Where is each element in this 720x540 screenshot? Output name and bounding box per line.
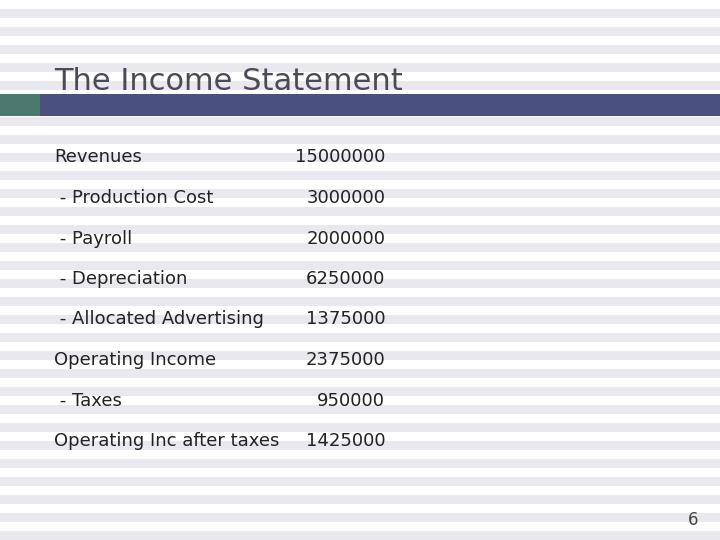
FancyBboxPatch shape	[0, 513, 720, 522]
Text: - Production Cost: - Production Cost	[54, 189, 213, 207]
FancyBboxPatch shape	[0, 207, 720, 216]
FancyBboxPatch shape	[0, 117, 720, 126]
Text: - Allocated Advertising: - Allocated Advertising	[54, 310, 264, 328]
FancyBboxPatch shape	[0, 171, 720, 180]
FancyBboxPatch shape	[0, 315, 720, 324]
FancyBboxPatch shape	[0, 279, 720, 288]
FancyBboxPatch shape	[0, 261, 720, 270]
FancyBboxPatch shape	[0, 423, 720, 432]
FancyBboxPatch shape	[0, 9, 720, 18]
FancyBboxPatch shape	[0, 225, 720, 234]
Text: - Payroll: - Payroll	[54, 230, 132, 247]
FancyBboxPatch shape	[0, 405, 720, 414]
Text: 3000000: 3000000	[306, 189, 385, 207]
Text: 15000000: 15000000	[294, 148, 385, 166]
Text: - Depreciation: - Depreciation	[54, 270, 187, 288]
Text: 1425000: 1425000	[305, 432, 385, 450]
FancyBboxPatch shape	[0, 495, 720, 504]
FancyBboxPatch shape	[0, 45, 720, 54]
FancyBboxPatch shape	[0, 387, 720, 396]
FancyBboxPatch shape	[0, 243, 720, 252]
Text: Revenues: Revenues	[54, 148, 142, 166]
Text: 1375000: 1375000	[305, 310, 385, 328]
Text: - Taxes: - Taxes	[54, 392, 122, 409]
FancyBboxPatch shape	[0, 369, 720, 378]
Text: Operating Inc after taxes: Operating Inc after taxes	[54, 432, 279, 450]
FancyBboxPatch shape	[0, 297, 720, 306]
Text: 950000: 950000	[318, 392, 385, 409]
Text: 2000000: 2000000	[306, 230, 385, 247]
Text: 6250000: 6250000	[306, 270, 385, 288]
FancyBboxPatch shape	[0, 351, 720, 360]
FancyBboxPatch shape	[0, 459, 720, 468]
FancyBboxPatch shape	[0, 99, 720, 108]
FancyBboxPatch shape	[0, 153, 720, 162]
FancyBboxPatch shape	[0, 135, 720, 144]
FancyBboxPatch shape	[0, 477, 720, 486]
FancyBboxPatch shape	[0, 333, 720, 342]
Text: The Income Statement: The Income Statement	[54, 68, 402, 97]
FancyBboxPatch shape	[0, 531, 720, 540]
FancyBboxPatch shape	[0, 94, 40, 116]
FancyBboxPatch shape	[0, 441, 720, 450]
FancyBboxPatch shape	[0, 189, 720, 198]
Text: 6: 6	[688, 511, 698, 529]
FancyBboxPatch shape	[0, 63, 720, 72]
Text: Operating Income: Operating Income	[54, 351, 216, 369]
FancyBboxPatch shape	[40, 94, 720, 116]
FancyBboxPatch shape	[0, 81, 720, 90]
Text: 2375000: 2375000	[305, 351, 385, 369]
FancyBboxPatch shape	[0, 27, 720, 36]
